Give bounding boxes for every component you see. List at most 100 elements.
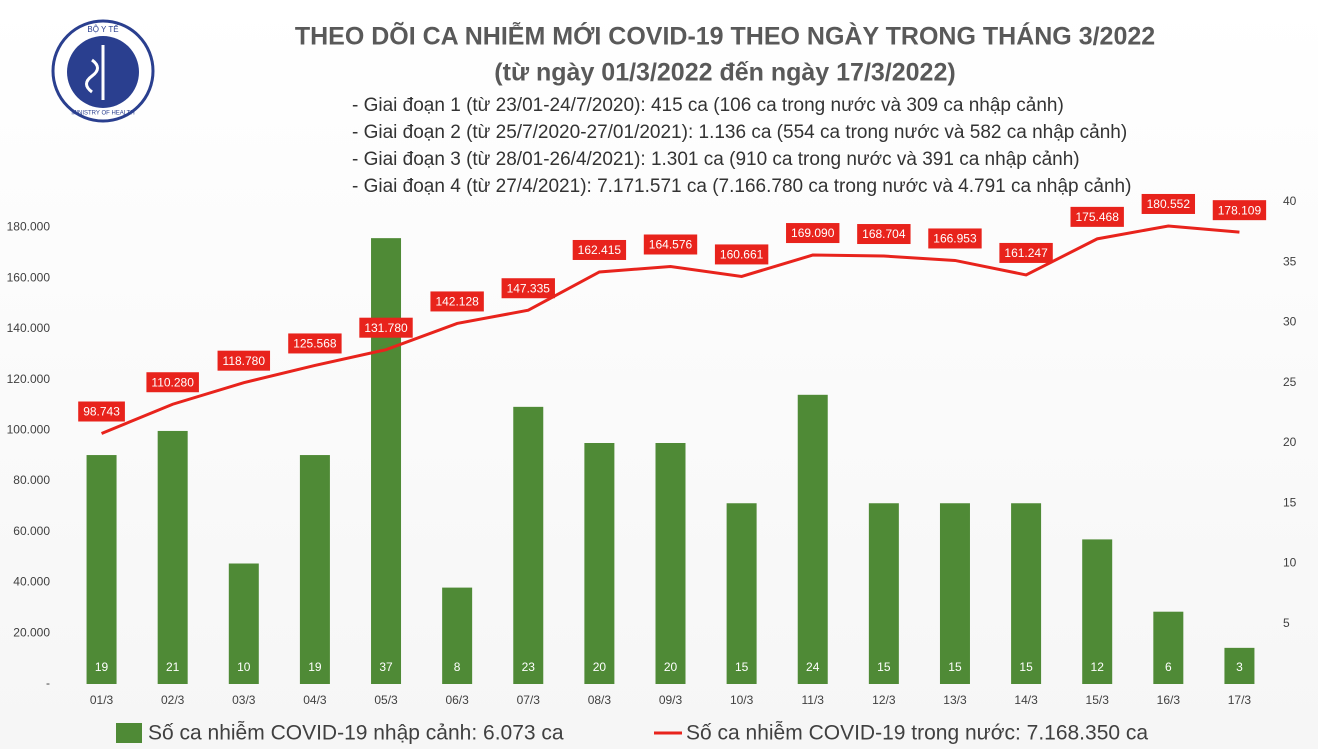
line [100, 224, 1240, 435]
bar [797, 394, 828, 684]
bar-label: 10 [237, 660, 251, 674]
note: - Giai đoạn 3 (từ 28/01-26/4/2021): 1.30… [352, 149, 1080, 170]
bar-label: 19 [308, 660, 322, 674]
value-label-box [999, 242, 1053, 263]
y2-tick-label: 10 [1283, 556, 1297, 570]
bar-label: 15 [1019, 660, 1033, 674]
bar-label: 15 [877, 660, 891, 674]
value-label-box [643, 234, 698, 255]
y2-tick-label: 40 [1283, 194, 1297, 208]
value-label-text: 142.128 [435, 295, 479, 309]
logo-bottom: MINISTRY OF HEALTH [71, 111, 134, 117]
legend-label: Số ca nhiễm COVID-19 trong nước: 7.168.3… [686, 722, 1148, 745]
value-label: 169.090 [786, 223, 840, 244]
value-label-box [359, 317, 413, 338]
value-label-box [501, 278, 555, 299]
value-label-text: 125.568 [293, 337, 337, 351]
value-label-text: 166.953 [933, 232, 977, 246]
value-label-box [1070, 206, 1124, 227]
x-tick-label: 13/3 [943, 693, 967, 707]
note: - Giai đoạn 1 (từ 23/01-24/7/2020): 415 … [352, 95, 1064, 116]
value-label: 180.552 [1141, 193, 1196, 214]
chart-title: THEO DÕI CA NHIỄM MỚI COVID-19 THEO NGÀY… [295, 21, 1155, 51]
y-tick-label: 60.000 [13, 524, 50, 538]
y2-tick-label: 30 [1283, 315, 1297, 329]
legend-label: Số ca nhiễm COVID-19 nhập cảnh: 6.073 ca [148, 722, 564, 745]
bar [1011, 503, 1042, 684]
value-label: 178.109 [1212, 200, 1267, 221]
value-label-box [572, 239, 627, 260]
bar-label: 37 [379, 660, 393, 674]
value-label-box [714, 244, 769, 265]
value-label: 131.780 [359, 317, 413, 338]
logo: BỘ Y TẾ MINISTRY OF HEALTH [51, 19, 155, 123]
bar [442, 587, 473, 684]
y-tick-label: 40.000 [13, 575, 50, 589]
x-tick-label: 05/3 [374, 693, 398, 707]
value-label-text: 169.090 [791, 226, 835, 240]
bar [299, 455, 330, 684]
value-label: 110.280 [146, 372, 199, 393]
x-tick-label: 07/3 [517, 693, 541, 707]
bar [939, 503, 970, 684]
y-tick-label: 180.000 [7, 220, 51, 234]
bar-label: 20 [664, 660, 678, 674]
bar [1224, 647, 1255, 684]
y-tick-label: 20.000 [13, 625, 50, 639]
y2-tick-label: 15 [1283, 495, 1297, 509]
x-tick-label: 12/3 [872, 693, 896, 707]
x-tick-label: 15/3 [1086, 693, 1110, 707]
logo-top: BỘ Y TẾ [87, 24, 118, 34]
value-label-text: 131.780 [364, 321, 408, 335]
bar [584, 443, 615, 684]
bar-label: 15 [948, 660, 962, 674]
value-label: 98.743 [78, 401, 125, 422]
bar-label: 6 [1165, 660, 1172, 674]
legend-swatch [116, 723, 142, 743]
value-label-text: 110.280 [151, 375, 194, 389]
y2-tick-label: 35 [1283, 254, 1297, 268]
bar-label: 24 [806, 660, 820, 674]
value-label-text: 162.415 [578, 243, 622, 257]
x-tick-label: 01/3 [90, 693, 114, 707]
y2-tick-label: 20 [1283, 435, 1297, 449]
value-label-text: 160.661 [720, 248, 764, 262]
value-label-text: 118.780 [223, 354, 266, 368]
value-label-box [1212, 200, 1267, 221]
x-tick-label: 02/3 [161, 693, 185, 707]
x-tick-label: 03/3 [232, 693, 256, 707]
bar-label: 15 [735, 660, 749, 674]
bar [1153, 611, 1184, 684]
bar-label: 23 [522, 660, 536, 674]
y-tick-label: 100.000 [7, 422, 51, 436]
bar [868, 503, 899, 684]
logo-emblem [85, 45, 105, 100]
value-label: 162.415 [572, 239, 627, 260]
chart-subtitle: (từ ngày 01/3/2022 đến ngày 17/3/2022) [494, 59, 955, 87]
value-label-box [288, 333, 342, 354]
y-tick-label: 120.000 [7, 372, 51, 386]
value-label: 142.128 [430, 291, 484, 312]
y-tick-label: 140.000 [7, 321, 51, 335]
bar [86, 455, 117, 684]
x-tick-label: 08/3 [588, 693, 612, 707]
value-label-box [78, 401, 125, 422]
bar-label: 12 [1091, 660, 1105, 674]
value-label: 160.661 [714, 244, 769, 265]
value-label-text: 164.576 [649, 238, 693, 252]
value-label: 168.704 [857, 224, 911, 245]
value-label-text: 178.109 [1218, 203, 1262, 217]
value-label: 166.953 [928, 228, 982, 249]
value-label-box [786, 223, 840, 244]
x-tick-label: 11/3 [802, 693, 825, 707]
x-tick-label: 17/3 [1228, 693, 1252, 707]
x-tick-label: 14/3 [1014, 693, 1038, 707]
bar-label: 20 [593, 660, 607, 674]
bar [371, 238, 402, 684]
bar [228, 563, 259, 684]
x-tick-label: 16/3 [1157, 693, 1181, 707]
value-label-text: 147.335 [507, 281, 551, 295]
y-tick-label: - [46, 676, 50, 690]
note: - Giai đoạn 4 (từ 27/4/2021): 7.171.571 … [352, 176, 1131, 197]
